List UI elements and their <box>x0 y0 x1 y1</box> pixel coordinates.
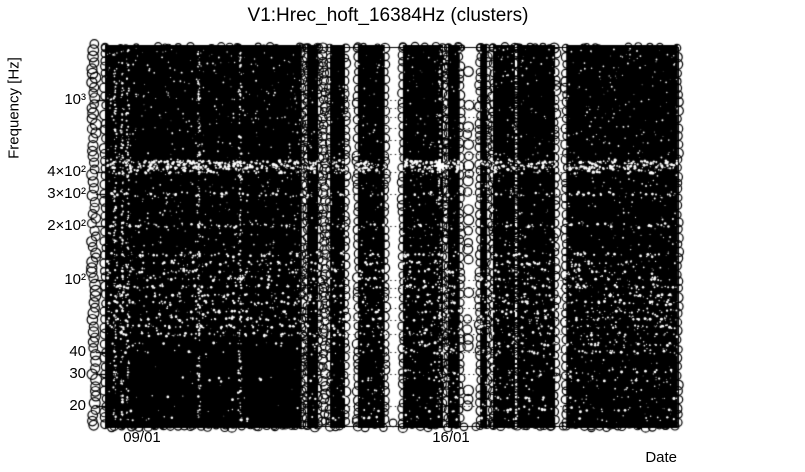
y-tick-label-400hz: 4×10² <box>47 163 86 180</box>
y-tick-label-40hz: 40 <box>69 343 86 360</box>
x-tick-label-1601: 16/01 <box>432 429 470 446</box>
y-tick-label-200hz: 2×10² <box>47 217 86 234</box>
plot-title: V1:Hrec_hoft_16384Hz (clusters) <box>247 5 529 26</box>
x-axis-label: Date <box>645 449 677 466</box>
x-tick-label-0901: 09/01 <box>123 429 161 446</box>
y-tick-label-30hz: 30 <box>69 365 86 382</box>
y-tick-label-1000hz: 10³ <box>64 91 86 108</box>
y-tick-label-300hz: 3×10² <box>47 185 86 202</box>
y-tick-label-20hz: 20 <box>69 397 86 414</box>
y-tick-label-100hz: 10² <box>64 271 86 288</box>
